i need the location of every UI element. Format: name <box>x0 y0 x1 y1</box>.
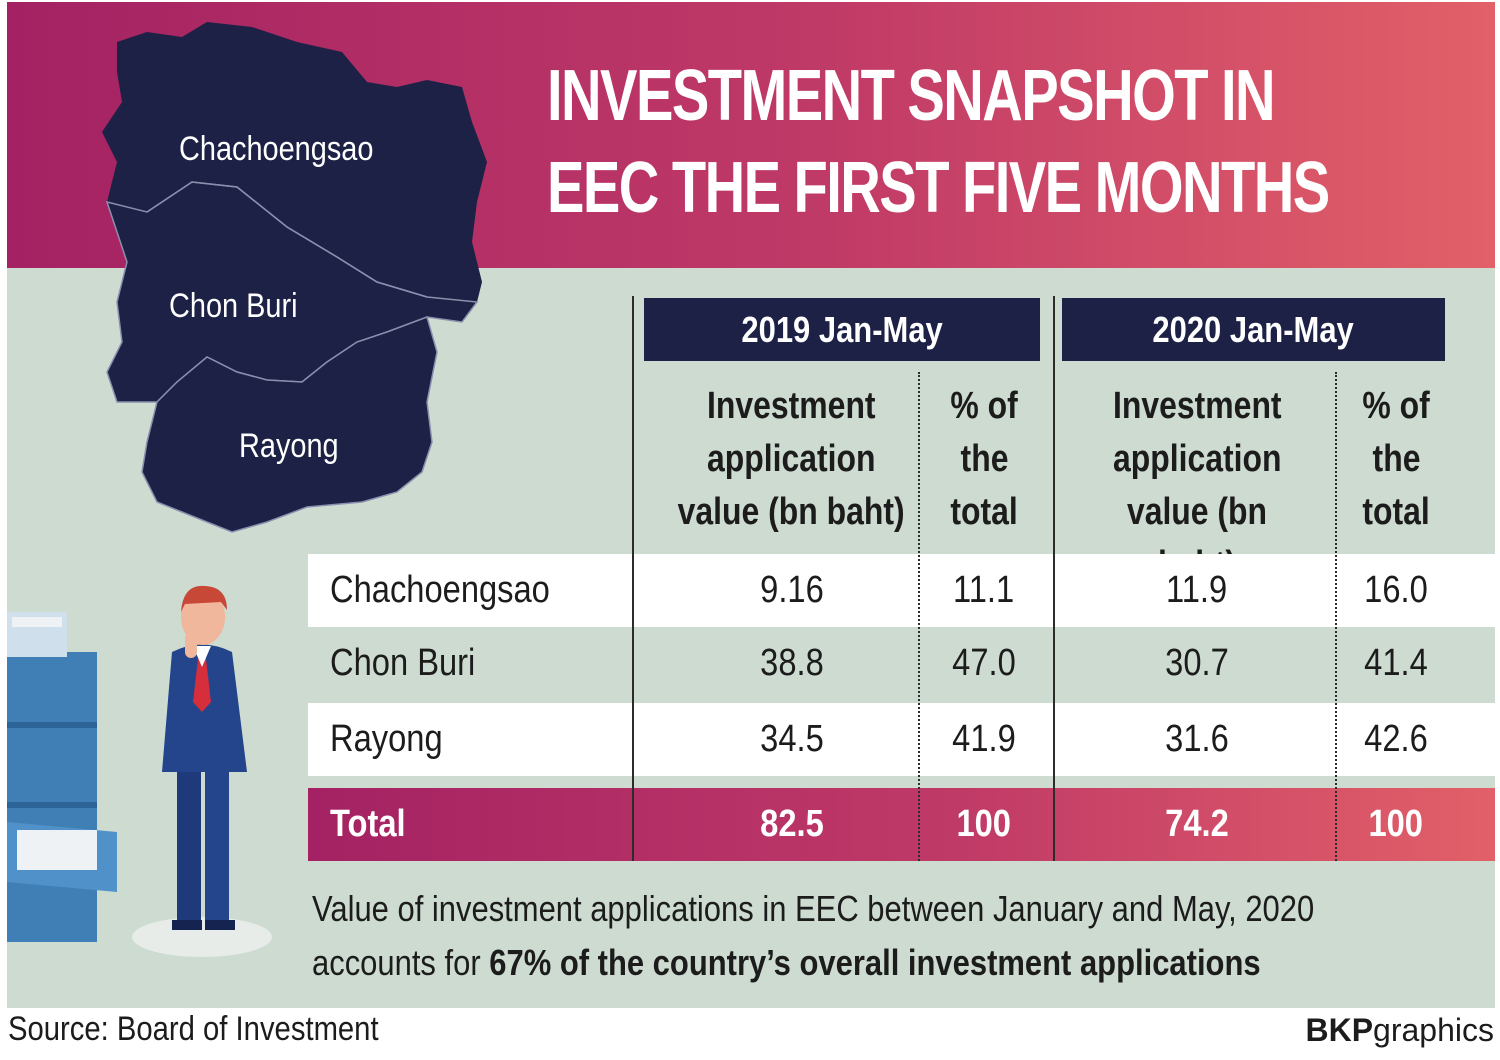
summary-note: Value of investment applications in EEC … <box>312 882 1492 990</box>
cell-pct-2020: 42.6 <box>1364 718 1428 760</box>
cell-pct-2019: 41.9 <box>952 718 1016 760</box>
map-province-chachoengsao <box>102 22 487 302</box>
year-header-2020: 2020 Jan-May <box>1062 298 1445 361</box>
businessman-illustration <box>7 585 272 957</box>
dotted-divider <box>918 372 920 861</box>
cell-value-2020: 31.6 <box>1165 718 1229 760</box>
filing-cabinet <box>7 612 117 942</box>
year-header-2019: 2019 Jan-May <box>644 298 1040 361</box>
cell-value-2020: 30.7 <box>1165 642 1229 684</box>
title-line-1: INVESTMENT SNAPSHOT IN <box>547 56 1276 136</box>
cell-pct-2019: 47.0 <box>952 642 1016 684</box>
cell-value-2019: 9.16 <box>759 569 824 611</box>
source-note: Source: Board of Investment <box>8 1010 379 1048</box>
map-province-rayong <box>141 316 438 533</box>
row-label: Total <box>330 803 406 845</box>
row-label: Rayong <box>330 718 443 760</box>
businessman <box>162 585 247 930</box>
cell-value-2020: 74.2 <box>1165 803 1229 845</box>
floor-shadow <box>132 917 272 957</box>
cell-pct-2020: 41.4 <box>1364 642 1428 684</box>
table-row: Chachoengsao 9.16 11.1 11.9 16.0 <box>308 554 1495 627</box>
table-row: Rayong 34.5 41.9 31.6 42.6 <box>308 703 1495 776</box>
title-line-2: EEC THE FIRST FIVE MONTHS <box>547 148 1330 228</box>
table-row: Chon Buri 38.8 47.0 30.7 41.4 <box>308 627 1495 700</box>
column-header-pct-2019: % of the total <box>950 385 1018 533</box>
page-title: INVESTMENT SNAPSHOT IN EEC THE FIRST FIV… <box>547 50 1330 234</box>
column-divider <box>632 296 634 861</box>
row-label: Chachoengsao <box>330 569 550 611</box>
infographic-panel: INVESTMENT SNAPSHOT IN EEC THE FIRST FIV… <box>7 2 1495 1008</box>
cell-value-2019: 34.5 <box>759 718 824 760</box>
note-line-2: accounts for 67% of the country’s overal… <box>312 942 1261 983</box>
column-header-value-2019: Investment application value (bn baht) <box>677 385 905 533</box>
map-label-chon-buri: Chon Buri <box>169 287 298 325</box>
cell-pct-2020: 16.0 <box>1364 569 1428 611</box>
cell-pct-2020: 100 <box>1368 803 1424 845</box>
table-row-total: Total 82.5 100 74.2 100 <box>308 788 1495 861</box>
column-divider <box>1053 296 1055 861</box>
note-line-1: Value of investment applications in EEC … <box>312 888 1315 929</box>
column-header-pct-2020: % of the total <box>1362 385 1430 533</box>
cell-pct-2019: 100 <box>956 803 1012 845</box>
map-label-chachoengsao: Chachoengsao <box>179 130 374 168</box>
credit-logo: BKPgraphics <box>1305 1012 1494 1048</box>
cell-value-2019: 82.5 <box>759 803 824 845</box>
map-label-rayong: Rayong <box>239 427 339 465</box>
map-border-line <box>146 181 428 298</box>
dotted-divider <box>1335 372 1337 861</box>
eec-map <box>102 22 487 533</box>
note-highlight: 67% of the country’s overall investment … <box>489 942 1261 983</box>
cell-value-2019: 38.8 <box>759 642 824 684</box>
cell-pct-2019: 11.1 <box>953 569 1015 611</box>
row-label: Chon Buri <box>330 642 476 684</box>
cell-value-2020: 11.9 <box>1166 569 1228 611</box>
